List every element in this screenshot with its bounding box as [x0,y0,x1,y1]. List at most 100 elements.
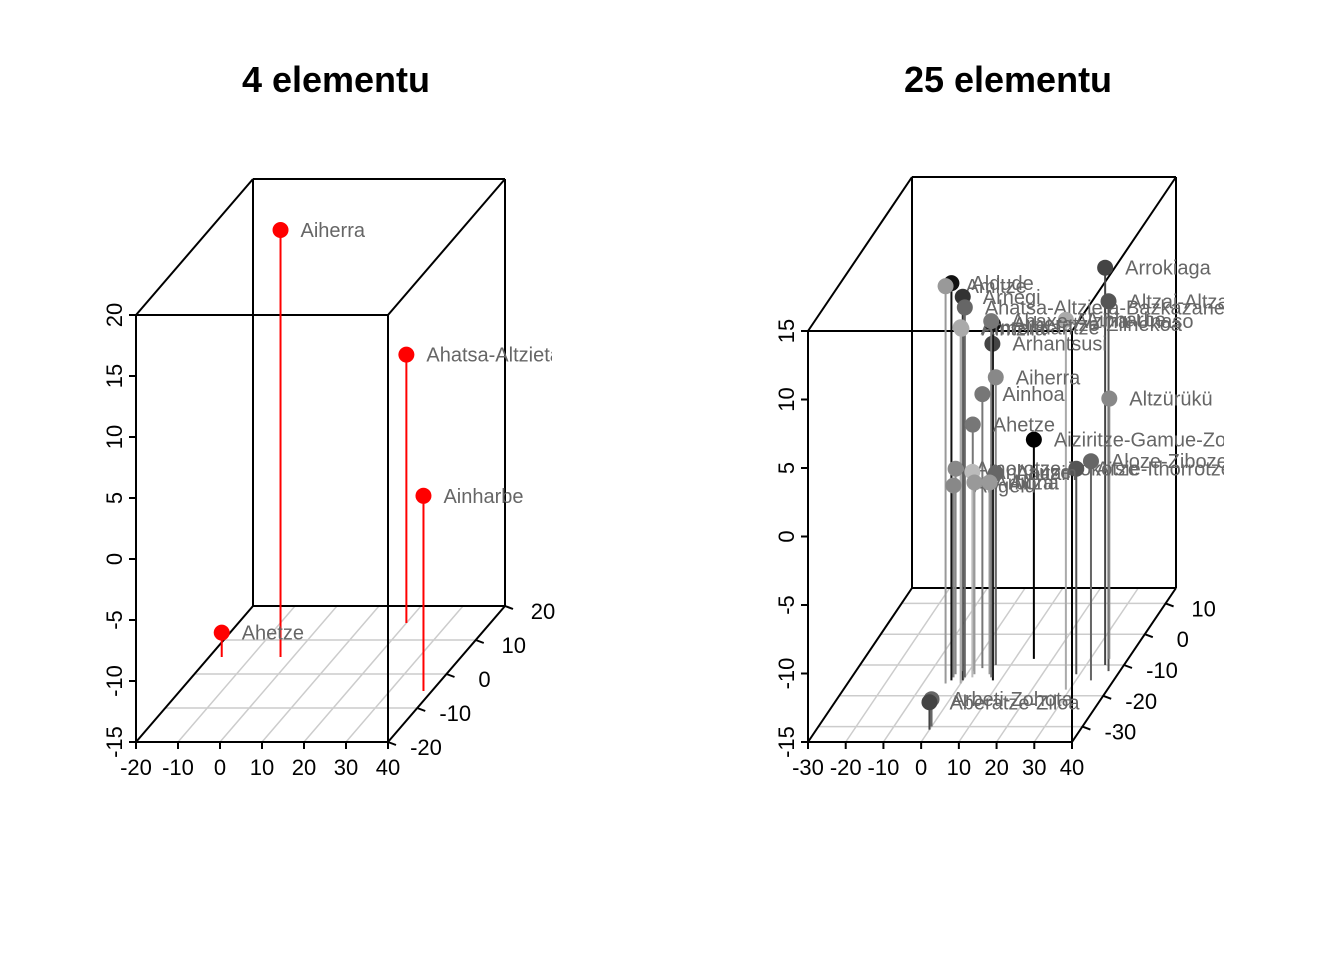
panel-25-elementu: 25 elementu -30 -20 -10 0 10 20 30 40-30-20-100… [774,59,1344,780]
x-tick-label: 0 [214,755,226,780]
point-label: Aiherra [301,220,366,242]
z-tick-label: 0 [102,553,127,565]
y-tick-label: -10 [439,701,471,726]
point-label: Altzai-Altzabeheti-Zunharreta [1129,291,1344,313]
point-label: Arbona [994,472,1059,494]
data-point [1082,453,1099,470]
z-tick-label: -15 [102,726,127,758]
point-label: Ahetze [242,623,304,645]
y-tick-label: 20 [531,599,555,624]
y-tick-mark [446,673,455,678]
y-tick-mark [1102,694,1112,700]
x-tick-label: -20 [120,755,152,780]
point-label: Ainharbe [1086,310,1166,332]
box-edge [807,587,913,743]
point-label: Abitain [1016,463,1077,485]
data-point [213,624,230,641]
x-tick-label: -30 [792,755,824,780]
x-tick-label: 20 [292,755,316,780]
x-tick-label: 10 [250,755,274,780]
z-tick-label: 20 [102,303,127,327]
point-label: Arbeti-Zohota [952,689,1074,711]
x-tick-label: 30 [1022,755,1046,780]
x-tick-label: 40 [376,755,400,780]
point-label: Arhantsusi [1012,334,1107,356]
data-point [1025,431,1042,448]
x-tick-label: 30 [334,755,358,780]
data-point [272,222,289,238]
data-point [945,477,962,494]
y-tick-mark [387,741,397,746]
box-edge [387,178,506,316]
point-label: Arberatze-Zilhekoa [1013,314,1183,336]
y-tick-label: 0 [478,667,490,692]
data-point [1101,390,1118,407]
x-tick-label: -10 [868,755,900,780]
x-tick-label: -10 [162,755,194,780]
y-tick-mark [416,707,426,712]
data-points: AldudeAmitzeArnegiAhatsa-Altzieta-Bazkaz… [921,258,1344,730]
point-label: Aïsie-Ithorrotze [1096,459,1232,481]
data-point [964,416,981,433]
y-tick-label: 10 [502,633,526,658]
box-edge [135,605,254,743]
z-tick-label: 5 [774,462,799,474]
x-tick-label: -20 [830,755,862,780]
point-label: Altzai [1010,472,1059,494]
point-label: Ainharbe [443,486,523,508]
data-point [952,319,969,336]
z-tick-label: -5 [102,610,127,630]
point-label: Aiziritze-Gamue-Zohazti [1054,430,1269,452]
point-label: Amitze [966,276,1027,298]
z-tick-label: -15 [774,726,799,758]
y-tick-label: -20 [1125,689,1157,714]
y-tick-label: 0 [1177,627,1189,652]
point-label: Aldude [971,273,1033,295]
point-label: Anhauze [992,462,1071,484]
data-point [974,386,991,403]
data-point [987,369,1004,386]
y-tick-mark [475,639,485,644]
point-label: Altzürükü [1129,389,1212,411]
z-tick-label: -5 [774,595,799,615]
z-tick-label: 10 [774,387,799,411]
x-tick-label: 10 [947,755,971,780]
y-tick-mark [1165,602,1174,608]
x-tick-label: 0 [915,755,927,780]
z-tick-label: -10 [774,658,799,690]
point-label: Armendaritze [981,317,1100,339]
point-label: Aiherra [1016,367,1081,389]
point-label: Ainhoa [1002,384,1065,406]
data-point [956,299,973,316]
y-tick-mark [1123,664,1133,669]
data-point [1097,259,1114,276]
y-tick-label: 10 [1191,596,1215,621]
y-tick-label: -20 [410,735,442,760]
point-label: Aloze-Ziboze-Onizegaine [1111,451,1336,473]
chart-title: 4 elementu [242,59,430,100]
z-tick-label: 15 [774,319,799,343]
point-label: Ahatsa-Altzieta-Bazkaz [426,345,633,367]
data-points: Aiherra Ahatsa-Altzieta-Bazkaz Ainharbe Ahe… [213,220,633,691]
data-point [981,474,998,491]
data-point [921,694,938,711]
point-label: Ahaxe-Alziria-Unaso [1011,311,1193,333]
data-point [1057,311,1074,328]
box-edge [1071,176,1177,332]
box-edge [135,178,254,316]
z-tick-label: 10 [102,425,127,449]
x-tick-label: 40 [1060,755,1084,780]
z-tick-label: 15 [102,364,127,388]
point-label: Aberatze-Ziloa [949,692,1080,714]
data-point [1068,460,1085,477]
z-tick-label: -10 [102,665,127,697]
box-edge [807,176,913,332]
x-tick-label: 20 [984,755,1008,780]
data-point [1100,293,1117,310]
axes: -20 -10 0 10 20 30 40-20-1001020-15-10-5051015… [102,303,555,780]
data-point [415,487,432,504]
panel-4-elementu: 4 elementu -20 -10 0 10 20 30 40-20-1001020-15… [102,59,633,780]
y-tick-mark [1144,633,1154,639]
y-tick-mark [1082,725,1091,731]
